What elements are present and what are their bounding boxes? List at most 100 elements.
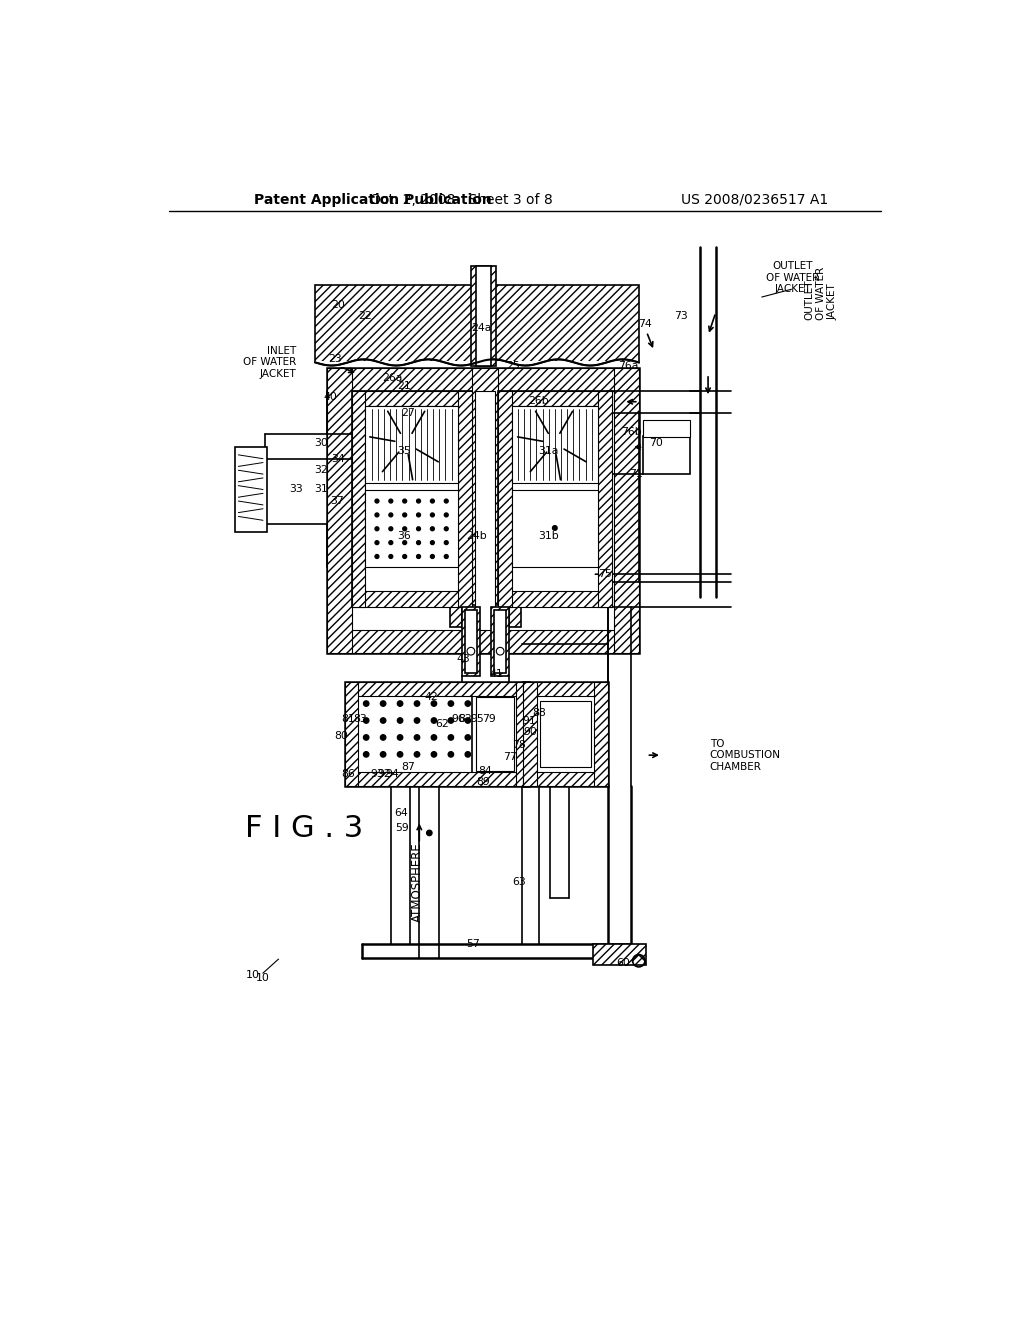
Circle shape — [375, 554, 379, 558]
Circle shape — [375, 513, 379, 517]
Circle shape — [381, 701, 386, 706]
Text: 27: 27 — [400, 408, 415, 417]
Bar — [451, 605, 521, 627]
Text: F I G . 3: F I G . 3 — [245, 814, 362, 842]
Circle shape — [402, 541, 407, 545]
Text: 36: 36 — [397, 531, 411, 541]
Circle shape — [397, 751, 402, 758]
Text: 26b: 26b — [528, 396, 549, 407]
Circle shape — [465, 751, 470, 758]
Text: 77: 77 — [503, 752, 517, 763]
Text: 78: 78 — [513, 741, 526, 750]
Text: 79: 79 — [481, 714, 496, 723]
Text: 80: 80 — [335, 731, 348, 741]
Bar — [498, 391, 611, 407]
Text: 20: 20 — [332, 300, 345, 310]
Bar — [345, 772, 529, 785]
Text: 10: 10 — [246, 970, 260, 979]
Text: 41: 41 — [489, 669, 503, 680]
Text: 96: 96 — [451, 714, 465, 723]
Text: 75: 75 — [598, 569, 611, 579]
Circle shape — [415, 735, 420, 741]
Text: 92: 92 — [378, 770, 391, 779]
Circle shape — [444, 513, 449, 517]
Circle shape — [444, 541, 449, 545]
Text: 88: 88 — [531, 708, 546, 718]
Text: 63: 63 — [513, 878, 526, 887]
Bar — [327, 630, 639, 653]
Text: 86: 86 — [342, 770, 355, 779]
Text: INLET
OF WATER
JACKET: INLET OF WATER JACKET — [243, 346, 296, 379]
Bar — [458, 391, 472, 607]
Circle shape — [465, 701, 470, 706]
Bar — [366, 490, 458, 566]
Circle shape — [364, 751, 369, 758]
Text: 57: 57 — [466, 939, 480, 949]
Text: OUTLET
OF WATER
JACKET: OUTLET OF WATER JACKET — [766, 261, 819, 294]
Bar — [643, 420, 689, 437]
Circle shape — [430, 499, 434, 503]
Text: 94: 94 — [385, 770, 399, 779]
Bar — [541, 701, 591, 767]
Text: 43: 43 — [457, 653, 470, 664]
Text: 82: 82 — [459, 714, 472, 723]
Circle shape — [415, 718, 420, 723]
Bar — [351, 391, 472, 407]
Bar — [327, 368, 639, 653]
Circle shape — [431, 701, 436, 706]
Circle shape — [444, 499, 449, 503]
Text: 34: 34 — [332, 454, 345, 463]
Circle shape — [389, 499, 393, 503]
Text: TO
COMBUSTION
CHAMBER: TO COMBUSTION CHAMBER — [710, 739, 780, 772]
Text: 81: 81 — [342, 714, 355, 723]
Circle shape — [389, 554, 393, 558]
Circle shape — [381, 735, 386, 741]
Text: 22: 22 — [358, 312, 373, 321]
Bar — [523, 682, 608, 785]
Circle shape — [449, 751, 454, 758]
Circle shape — [444, 527, 449, 531]
Text: 89: 89 — [476, 777, 490, 787]
Circle shape — [375, 541, 379, 545]
Bar — [465, 610, 477, 673]
Text: 23: 23 — [328, 354, 341, 363]
Circle shape — [415, 751, 420, 758]
Text: 59: 59 — [394, 824, 409, 833]
Text: 90: 90 — [523, 727, 538, 737]
Bar — [643, 436, 689, 474]
Text: 31b: 31b — [539, 531, 559, 541]
Text: 31: 31 — [314, 484, 329, 495]
Bar — [512, 407, 598, 483]
Text: 25: 25 — [507, 362, 520, 371]
Bar — [345, 682, 358, 785]
Text: 62: 62 — [435, 719, 450, 730]
Circle shape — [402, 554, 407, 558]
Bar — [475, 697, 514, 771]
Text: 73: 73 — [674, 312, 688, 321]
Circle shape — [397, 718, 402, 723]
Circle shape — [389, 541, 393, 545]
Bar — [523, 682, 608, 696]
Bar — [475, 391, 495, 630]
Circle shape — [415, 701, 420, 706]
Circle shape — [449, 718, 454, 723]
Bar — [471, 267, 496, 367]
Text: 42: 42 — [424, 693, 437, 702]
Bar — [351, 591, 472, 607]
Bar — [315, 360, 639, 367]
Bar — [593, 944, 646, 965]
Circle shape — [465, 718, 470, 723]
Bar — [614, 368, 639, 653]
Text: 33: 33 — [289, 484, 303, 495]
Circle shape — [417, 499, 421, 503]
Circle shape — [364, 735, 369, 741]
Text: US 2008/0236517 A1: US 2008/0236517 A1 — [681, 193, 827, 207]
Circle shape — [431, 718, 436, 723]
Circle shape — [375, 527, 379, 531]
Circle shape — [381, 751, 386, 758]
Bar — [472, 368, 498, 653]
Bar — [327, 368, 351, 653]
Circle shape — [402, 499, 407, 503]
Text: OUTLET
OF WATER
JACKET: OUTLET OF WATER JACKET — [804, 267, 838, 319]
Circle shape — [417, 527, 421, 531]
